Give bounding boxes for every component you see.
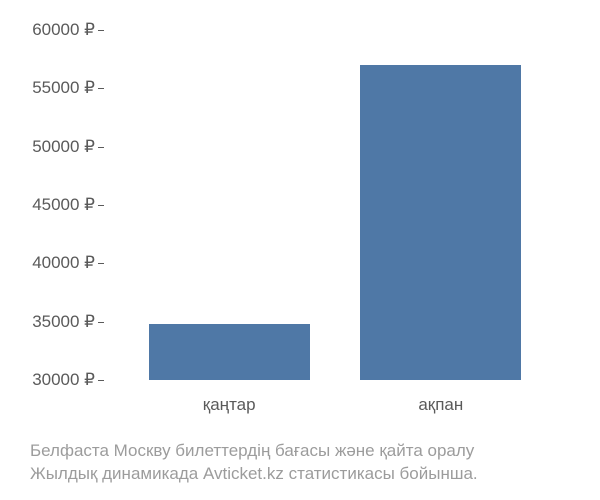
y-tick-label: 40000 ₽ <box>5 253 95 273</box>
y-tick-label: 50000 ₽ <box>5 137 95 157</box>
x-tick-label: ақпан <box>418 395 463 415</box>
y-tick-label: 55000 ₽ <box>5 78 95 98</box>
caption-line-2: Жылдық динамикада Avticket.kz статистика… <box>30 463 478 486</box>
y-tick-mark <box>98 205 104 206</box>
plot-area <box>105 30 565 380</box>
bar <box>360 65 521 380</box>
y-tick-mark <box>98 30 104 31</box>
x-tick-label: қаңтар <box>203 395 256 415</box>
y-tick-label: 60000 ₽ <box>5 20 95 40</box>
y-tick-label: 35000 ₽ <box>5 312 95 332</box>
y-tick-label: 45000 ₽ <box>5 195 95 215</box>
y-tick-mark <box>98 263 104 264</box>
price-bar-chart: Белфаста Москву билеттердің бағасы және … <box>0 0 600 500</box>
caption-line-1: Белфаста Москву билеттердің бағасы және … <box>30 440 478 463</box>
y-tick-mark <box>98 88 104 89</box>
y-tick-mark <box>98 322 104 323</box>
y-tick-mark <box>98 380 104 381</box>
y-tick-mark <box>98 147 104 148</box>
y-tick-label: 30000 ₽ <box>5 370 95 390</box>
bar <box>149 324 310 380</box>
chart-caption: Белфаста Москву билеттердің бағасы және … <box>30 440 478 486</box>
